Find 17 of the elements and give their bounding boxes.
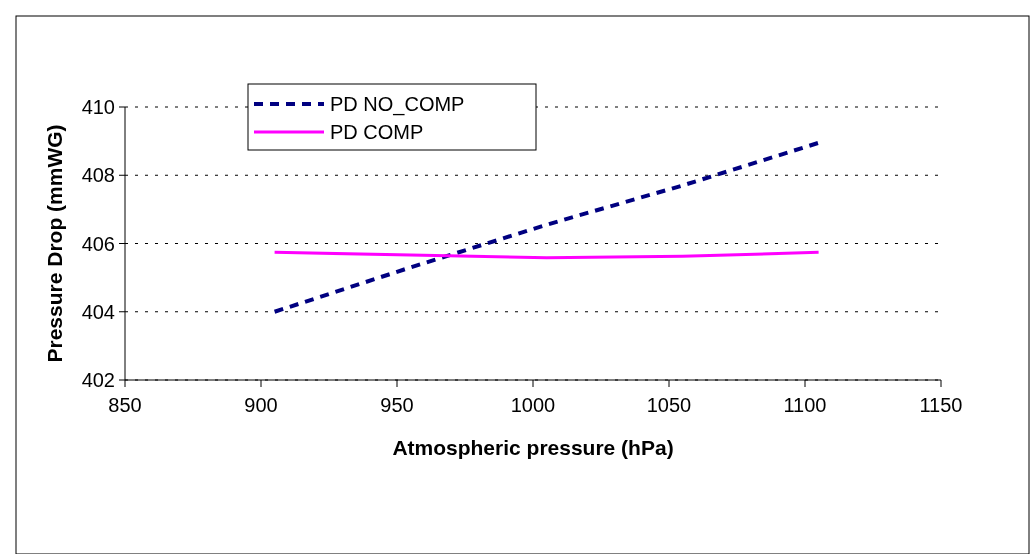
line-series <box>272 140 821 314</box>
x-tick-label: 850 <box>108 394 142 416</box>
y-tick-label: 402 <box>81 369 115 391</box>
x-tick-label: 950 <box>380 394 414 416</box>
y-tick-label: 406 <box>81 232 115 255</box>
x-tick-label: 1100 <box>783 394 827 416</box>
legend-label: PD COMP <box>330 121 424 143</box>
x-tick-label: 900 <box>244 394 278 416</box>
legend-label: PD NO_COMP <box>330 93 465 116</box>
x-axis-title: Atmospheric pressure (hPa) <box>392 436 674 459</box>
x-tick-label: 1000 <box>510 394 556 416</box>
y-axis-title: Pressure Drop (mmWG) <box>43 124 66 363</box>
x-tick-label: 1150 <box>919 394 963 416</box>
y-tick-label: 404 <box>81 300 115 323</box>
x-tick-label: 1050 <box>646 394 692 416</box>
y-tick-label: 410 <box>81 96 115 118</box>
y-tick-label: 408 <box>81 164 115 187</box>
